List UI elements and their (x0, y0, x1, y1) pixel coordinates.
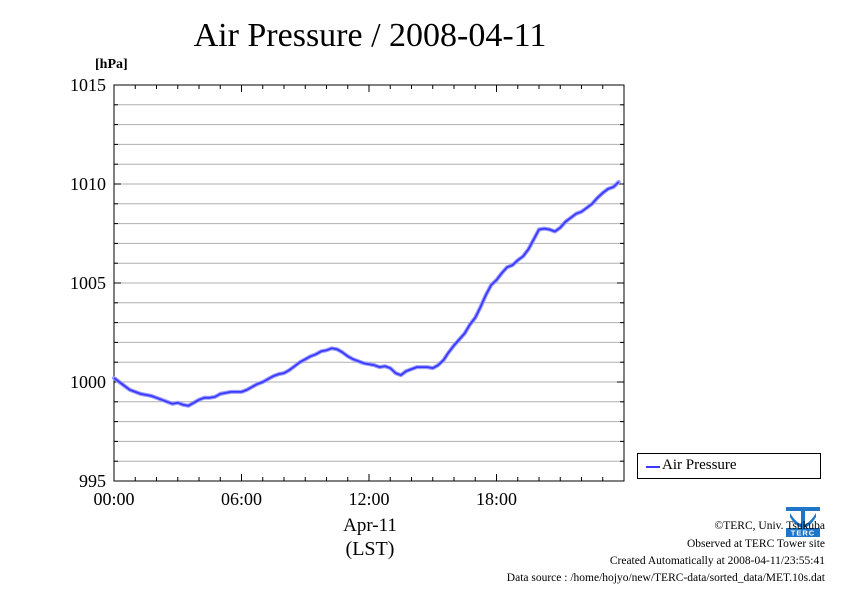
y-tick-label: 1010 (70, 174, 106, 194)
y-tick-labels: 995 1000 1005 1010 1015 (70, 75, 106, 491)
y-tick-label: 1000 (70, 372, 106, 392)
x-tick-label: 06:00 (221, 489, 262, 509)
series-air-pressure (112, 180, 621, 408)
x-tick-label: 12:00 (348, 489, 389, 509)
series-line-halo (112, 180, 621, 408)
series-line (113, 181, 620, 407)
x-axis-timezone-label: (LST) (346, 538, 395, 560)
y-tick-label: 995 (79, 471, 106, 491)
y-axis-unit-label: [hPa] (95, 57, 128, 72)
x-axis-date-label: Apr-11 (343, 515, 397, 536)
chart-title: Air Pressure / 2008-04-11 (194, 17, 547, 54)
y-tick-label: 1015 (70, 75, 106, 95)
data-source-text: Data source : /home/hojyo/new/TERC-data/… (506, 572, 825, 584)
legend-label: Air Pressure (662, 457, 737, 473)
logo-text: TERC (791, 529, 815, 538)
y-tick-label: 1005 (70, 273, 106, 293)
x-tick-label: 18:00 (476, 489, 517, 509)
created-timestamp-text: Created Automatically at 2008-04-11/23:5… (609, 555, 825, 567)
grid-lines (114, 104, 624, 462)
chart-legend: Air Pressure (637, 453, 821, 479)
legend-line-swatch (646, 466, 660, 468)
x-tick-labels: 00:00 06:00 12:00 18:00 (93, 489, 517, 509)
copyright-text: ©TERC, Univ. Tsukuba (714, 520, 825, 532)
x-tick-label: 00:00 (93, 489, 134, 509)
terc-logo-icon: TERC (784, 503, 822, 538)
observed-at-text: Observed at TERC Tower site (686, 538, 825, 550)
axis-ticks (113, 84, 625, 482)
